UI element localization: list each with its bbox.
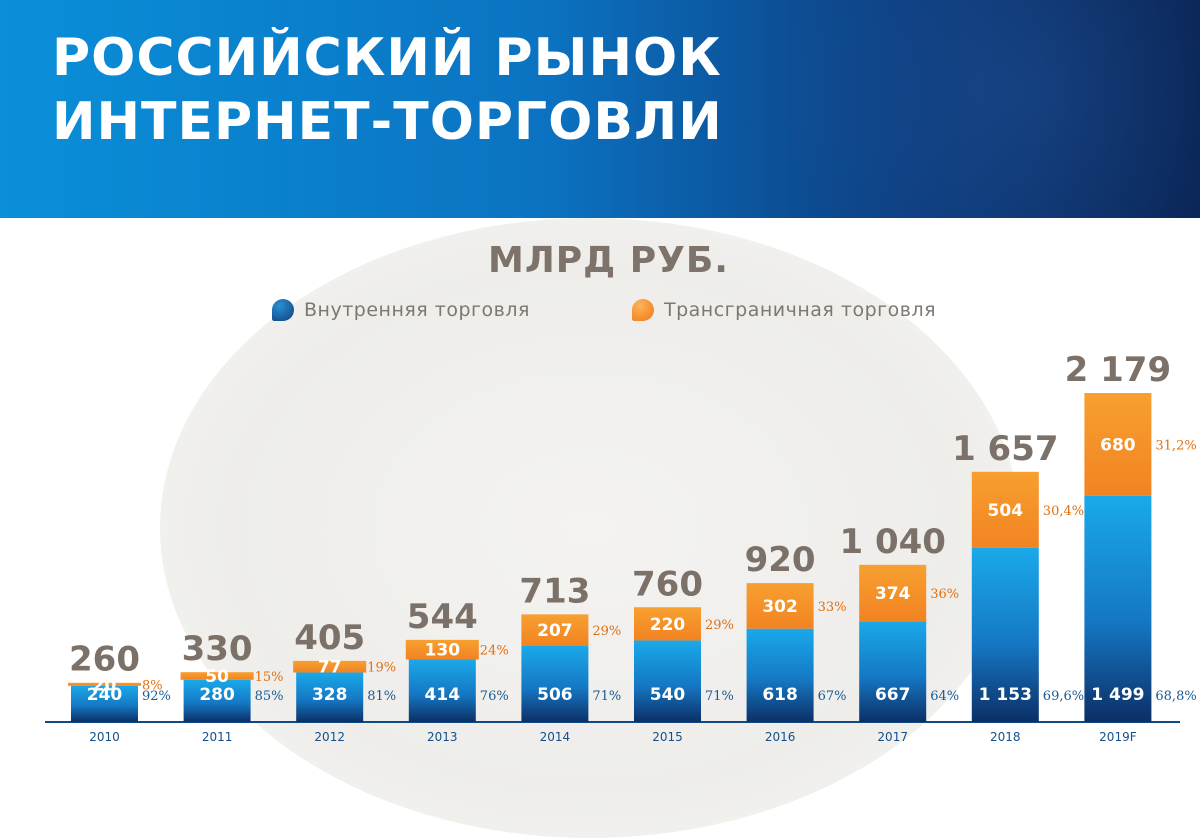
share-label-domestic: 71% (705, 689, 734, 704)
share-label-crossborder: 36% (930, 587, 959, 602)
total-label: 920 (745, 540, 816, 580)
bar-label-domestic: 1 499 (1091, 685, 1144, 705)
share-label-crossborder: 8% (142, 678, 163, 693)
year-label: 2016 (765, 730, 796, 744)
bar-label-domestic: 618 (762, 685, 798, 705)
share-label-domestic: 67% (818, 689, 847, 704)
background-circle (160, 218, 1020, 838)
share-label-domestic: 76% (480, 689, 509, 704)
bar-label-crossborder: 302 (762, 597, 798, 617)
title-line-1: РОССИЙСКИЙ РЫНОК (52, 28, 722, 88)
year-label: 2011 (202, 730, 233, 744)
bar-crossborder (971, 471, 1039, 548)
bar-label-domestic: 328 (312, 685, 348, 705)
year-label: 2018 (990, 730, 1021, 744)
year-label: 2019F (1099, 730, 1137, 744)
bar-label-crossborder: 77 (318, 658, 342, 678)
bar-crossborder (521, 614, 589, 646)
share-label-crossborder: 29% (705, 618, 734, 633)
legend-item-domestic: Внутренняя торговля (272, 295, 530, 325)
share-label-crossborder: 31,2% (1155, 438, 1196, 453)
year-label: 2013 (427, 730, 458, 744)
share-label-crossborder: 19% (367, 661, 396, 676)
bar-label-crossborder: 374 (875, 584, 911, 604)
share-label-domestic: 64% (930, 689, 959, 704)
bar-crossborder (293, 660, 367, 673)
bar-label-crossborder: 220 (650, 615, 686, 635)
bar-label-domestic: 506 (537, 685, 573, 705)
share-label-domestic: 71% (592, 689, 621, 704)
share-label-crossborder: 33% (818, 600, 847, 615)
total-label: 330 (182, 629, 253, 669)
bar-domestic (408, 659, 476, 722)
total-label: 2 179 (1065, 350, 1171, 390)
legend-dot-blue-icon (272, 299, 294, 321)
bar-crossborder (634, 607, 701, 641)
bar-label-domestic: 667 (875, 685, 911, 705)
legend-dot-orange-icon (632, 299, 654, 321)
share-label-crossborder: 29% (592, 624, 621, 639)
bar-domestic (521, 645, 589, 722)
bar-crossborder (68, 682, 141, 686)
total-label: 1 040 (839, 522, 945, 562)
bar-domestic (971, 547, 1039, 722)
share-label-crossborder: 15% (255, 670, 284, 685)
bar-crossborder (746, 583, 814, 629)
year-label: 2015 (652, 730, 683, 744)
header-banner: РОССИЙСКИЙ РЫНОК ИНТЕРНЕТ-ТОРГОВЛИ (0, 0, 1200, 218)
bar-label-crossborder: 130 (425, 641, 461, 661)
header-glow (760, 0, 1200, 218)
legend-label-crossborder: Трансграничная торговля (664, 299, 937, 321)
legend-label-domestic: Внутренняя торговля (304, 299, 530, 321)
share-label-domestic: 69,6% (1043, 689, 1084, 704)
bar-label-domestic: 240 (87, 685, 123, 705)
total-label: 1 657 (952, 429, 1058, 469)
bar-label-domestic: 414 (425, 685, 461, 705)
share-label-crossborder: 30,4% (1043, 504, 1084, 519)
bar-label-domestic: 1 153 (979, 685, 1032, 705)
bar-domestic (1084, 495, 1152, 722)
share-label-domestic: 81% (367, 689, 396, 704)
bar-label-domestic: 540 (650, 685, 686, 705)
bar-label-crossborder: 50 (205, 667, 229, 687)
bar-crossborder (405, 639, 479, 660)
total-label: 544 (407, 597, 478, 637)
total-label: 713 (519, 571, 590, 611)
bar-domestic (71, 685, 138, 722)
total-label: 260 (69, 640, 140, 680)
legend-item-crossborder: Трансграничная торговля (632, 295, 936, 325)
year-label: 2014 (540, 730, 571, 744)
bar-label-domestic: 280 (199, 685, 235, 705)
year-label: 2012 (314, 730, 345, 744)
bar-domestic (746, 628, 814, 722)
bar-domestic (296, 672, 364, 722)
chart-unit-label: МЛРД РУБ. (488, 240, 729, 281)
bar-crossborder (180, 672, 254, 680)
title-line-2: ИНТЕРНЕТ-ТОРГОВЛИ (52, 92, 723, 152)
year-label: 2017 (877, 730, 908, 744)
share-label-domestic: 85% (255, 689, 284, 704)
bar-label-crossborder: 504 (988, 501, 1024, 521)
share-label-domestic: 68,8% (1155, 689, 1196, 704)
share-label-domestic: 92% (142, 689, 171, 704)
bar-crossborder (859, 564, 927, 622)
bar-domestic (183, 679, 251, 722)
share-label-crossborder: 24% (480, 644, 509, 659)
bar-domestic (634, 640, 701, 722)
year-label: 2010 (89, 730, 120, 744)
total-label: 760 (632, 564, 703, 604)
bar-label-crossborder: 20 (93, 675, 117, 695)
page-title: РОССИЙСКИЙ РЫНОК ИНТЕРНЕТ-ТОРГОВЛИ (52, 26, 723, 154)
bar-domestic (859, 621, 927, 722)
total-label: 405 (294, 618, 365, 658)
bar-label-crossborder: 207 (537, 621, 573, 641)
bar-label-crossborder: 680 (1100, 435, 1136, 455)
bar-crossborder (1084, 393, 1152, 496)
